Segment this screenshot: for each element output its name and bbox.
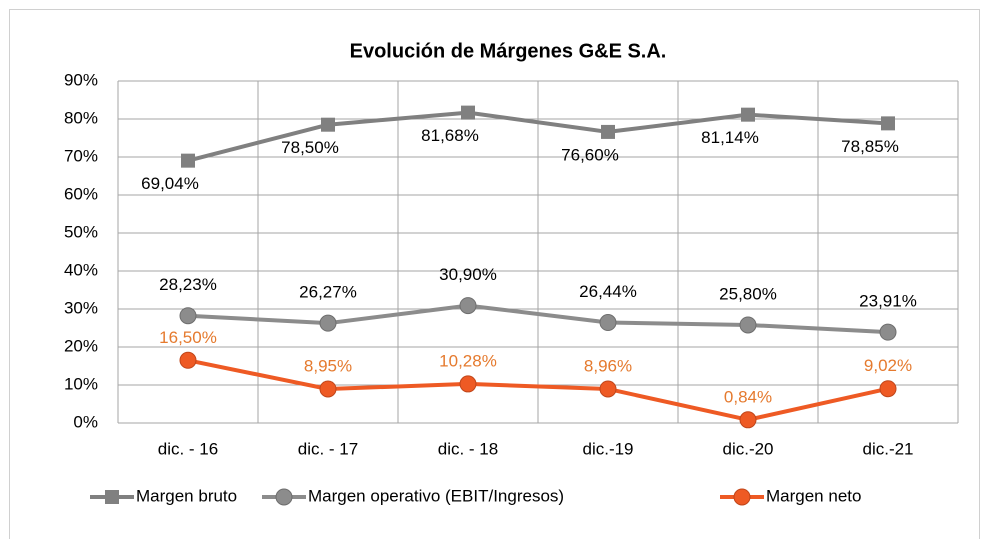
x-tick-label: dic.-19 [582, 439, 633, 458]
point [881, 116, 895, 131]
y-tick-label: 10% [64, 374, 98, 393]
data-label: 69,04% [141, 174, 199, 193]
data-label: 9,02% [864, 356, 912, 375]
point [459, 375, 477, 393]
series-line [187, 110, 889, 163]
y-tick-label: 40% [64, 260, 98, 279]
x-tick-label: dic.-21 [862, 439, 913, 458]
y-tick-label: 70% [64, 146, 98, 165]
point [459, 297, 477, 315]
point [321, 117, 335, 132]
point [461, 105, 475, 120]
data-label: 78,85% [841, 137, 899, 156]
data-label: 23,91% [859, 292, 917, 311]
point [179, 307, 197, 325]
y-tick-label: 50% [64, 222, 98, 241]
data-label: 26,44% [579, 282, 637, 301]
point [179, 351, 197, 369]
data-label: 8,95% [304, 356, 352, 375]
legend-marker [105, 490, 119, 504]
x-tick-label: dic.-20 [722, 439, 773, 458]
legend-label: Margen operativo (EBIT/Ingresos) [308, 486, 564, 505]
point [741, 107, 755, 122]
point [739, 316, 757, 334]
point [739, 411, 757, 429]
legend-label: Margen bruto [136, 486, 237, 505]
x-tick-label: dic. - 17 [298, 439, 358, 458]
data-label: 8,96% [584, 356, 632, 375]
point [181, 153, 195, 168]
data-label: 76,60% [561, 145, 619, 164]
data-label: 81,14% [701, 128, 759, 147]
y-tick-label: 90% [64, 70, 98, 89]
data-label: 81,68% [421, 126, 479, 145]
point [879, 323, 897, 341]
legend-label: Margen neto [766, 486, 861, 505]
y-tick-label: 60% [64, 184, 98, 203]
point [319, 314, 337, 332]
data-label: 28,23% [159, 275, 217, 294]
y-tick-label: 0% [73, 412, 98, 431]
data-label: 30,90% [439, 265, 497, 284]
chart-title: Evolución de Márgenes G&E S.A. [350, 40, 667, 62]
point [879, 380, 897, 398]
y-tick-label: 80% [64, 108, 98, 127]
series-line [187, 303, 889, 335]
point [601, 124, 615, 139]
legend-marker [733, 488, 751, 506]
x-tick-label: dic. - 18 [438, 439, 498, 458]
point [599, 380, 617, 398]
data-label: 26,27% [299, 283, 357, 302]
data-label: 78,50% [281, 138, 339, 157]
data-label: 16,50% [159, 328, 217, 347]
data-label: 0,84% [724, 387, 772, 406]
y-tick-label: 20% [64, 336, 98, 355]
series-line [187, 358, 889, 422]
legend-marker [275, 488, 293, 506]
data-label: 25,80% [719, 284, 777, 303]
point [599, 314, 617, 332]
y-tick-label: 30% [64, 298, 98, 317]
x-tick-label: dic. - 16 [158, 439, 218, 458]
point [319, 380, 337, 398]
data-label: 10,28% [439, 351, 497, 370]
